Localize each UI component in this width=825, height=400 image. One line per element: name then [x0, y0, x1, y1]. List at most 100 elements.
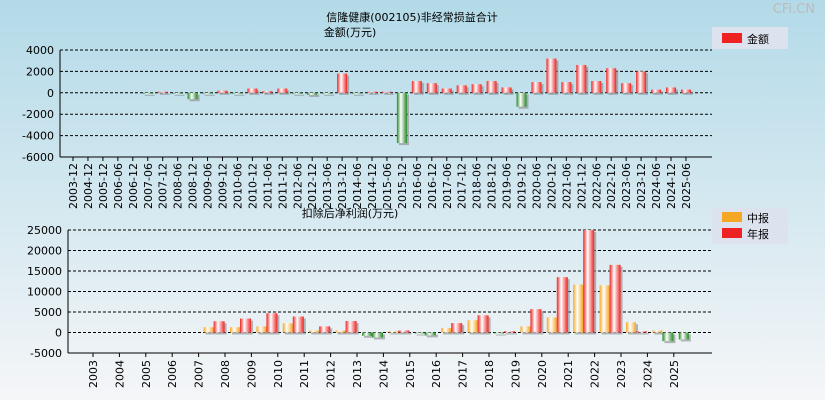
chart2-xtick: 2023	[615, 360, 628, 388]
chart2-bar-interim-shadow	[496, 334, 506, 336]
chart2-bar-annual	[240, 318, 251, 333]
chart2-xtick: 2005	[140, 360, 153, 388]
chart1-xtick: 2021-06	[560, 163, 573, 209]
chart1-bar	[247, 88, 258, 93]
chart2-bar-interim	[520, 326, 531, 333]
chart2-bar-annual	[345, 321, 357, 333]
chart2-bar-interim	[362, 332, 372, 336]
chart1-bar-shadow	[653, 91, 664, 95]
chart1-xtick: 2021-12	[575, 163, 588, 209]
chart2-bar-interim	[282, 323, 293, 333]
chart2-ytick: 0	[55, 327, 62, 340]
chart1-xtick: 2009-12	[217, 163, 230, 209]
chart2-xtick: 2003	[87, 360, 100, 388]
chart1-bar	[232, 92, 243, 94]
chart2-ytick: 5000	[34, 306, 62, 319]
chart2-bar-interim-shadow	[311, 332, 322, 335]
chart1-xtick: 2006-12	[127, 163, 140, 209]
chart1-bar-shadow	[144, 94, 155, 96]
chart2-bar-interim	[203, 327, 214, 333]
chart2-bar-annual	[266, 313, 278, 333]
chart2-xtick: 2022	[589, 360, 602, 388]
chart2-xtick: 2020	[536, 360, 549, 388]
chart1-bar	[337, 73, 348, 93]
chart2-bar-interim	[335, 330, 346, 333]
chart2-bar-annual-shadow	[400, 332, 412, 335]
chart1-bar	[292, 92, 303, 94]
chart2-bar-annual	[292, 316, 304, 333]
chart2-bar-interim	[230, 327, 240, 333]
chart2-xtick: 2024	[641, 360, 654, 388]
chart1-bar-shadow	[369, 93, 379, 95]
chart1-bar	[187, 92, 198, 100]
chart1-xtick: 2024-06	[650, 163, 663, 209]
chart1-bar-shadow	[324, 94, 335, 96]
chart2-xtick: 2010	[272, 360, 285, 388]
chart2-xtick: 2009	[245, 360, 258, 388]
chart2-bar-interim-shadow	[390, 333, 401, 335]
chart2-bar-annual	[319, 326, 331, 333]
chart1-ytick: 4000	[26, 44, 54, 57]
chart2-bar-interim-shadow	[337, 332, 348, 335]
chart1-ylabel: 金额(万元)	[324, 25, 377, 39]
chart1-xtick: 2017-06	[441, 163, 454, 209]
chart1-bar	[367, 91, 377, 93]
chart1-bar-shadow	[204, 94, 215, 96]
chart1-bar	[531, 82, 542, 93]
chart2-bar-annual	[556, 277, 568, 333]
chart1-xtick: 2016-12	[426, 163, 439, 209]
chart1-xtick: 2022-06	[590, 163, 603, 209]
chart1-bar	[666, 87, 676, 93]
chart1-bar	[546, 58, 557, 93]
chart1-bar-shadow	[294, 94, 305, 96]
chart1-xtick: 2010-06	[231, 163, 244, 209]
chart1-xtick: 2013-12	[336, 163, 349, 209]
chart1-xtick: 2014-06	[351, 163, 364, 209]
chart1-bar	[157, 91, 168, 93]
chart2-bar-annual-shadow	[426, 334, 438, 338]
chart1-bar	[411, 81, 422, 93]
chart1-xtick: 2015-06	[381, 163, 394, 209]
chart2-xtick: 2019	[509, 360, 522, 388]
chart1-bar-shadow	[264, 93, 275, 95]
chart2-bar-annual	[424, 332, 436, 336]
chart1-bar	[322, 92, 333, 94]
chart1-xtick: 2011-12	[276, 163, 289, 209]
chart1-bar-shadow	[219, 92, 230, 95]
chart2-bar-annual	[662, 332, 674, 342]
chart1-bar	[381, 91, 392, 93]
chart1-xtick: 2006-06	[112, 163, 125, 209]
chart1-bar-shadow	[174, 94, 185, 96]
chart1-ytick: -6000	[22, 151, 54, 164]
chart1-bar	[441, 88, 452, 93]
chart2-bar-interim	[573, 284, 584, 333]
chart1-bar-shadow	[354, 94, 365, 96]
chart2-ytick: 15000	[27, 265, 62, 278]
chart1-bar	[277, 88, 288, 93]
chart1-xtick: 2013-06	[321, 163, 334, 209]
chart2-ytick: 10000	[27, 286, 62, 299]
chart1-bar	[352, 92, 363, 94]
chart1-bar	[396, 92, 407, 144]
chart2-bar-interim	[652, 330, 663, 333]
chart1-bar	[651, 89, 662, 93]
chart1-xtick: 2007-06	[142, 163, 155, 209]
chart1-xtick: 2012-12	[306, 163, 319, 209]
chart2-bar-interim	[467, 320, 478, 333]
chart2-ytick: 20000	[27, 245, 62, 258]
chart2-bar-interim	[388, 331, 399, 333]
chart2-xtick: 2012	[325, 360, 338, 388]
chart1-ytick: -4000	[22, 130, 54, 143]
chart2-xtick: 2006	[166, 360, 179, 388]
chart2-bar-annual	[372, 332, 383, 338]
chart2-bar-interim-shadow	[416, 334, 427, 336]
chart1-bar-shadow	[159, 93, 170, 95]
chart2-bar-interim	[599, 285, 610, 333]
chart1-xtick: 2023-12	[635, 163, 648, 209]
chart1-xtick: 2010-12	[246, 163, 259, 209]
chart1-bar	[561, 82, 572, 93]
chart1-title: 信隆健康(002105)非经常损益合计	[326, 10, 498, 24]
chart1-xtick: 2022-12	[605, 163, 618, 209]
chart1-bar	[172, 92, 183, 94]
